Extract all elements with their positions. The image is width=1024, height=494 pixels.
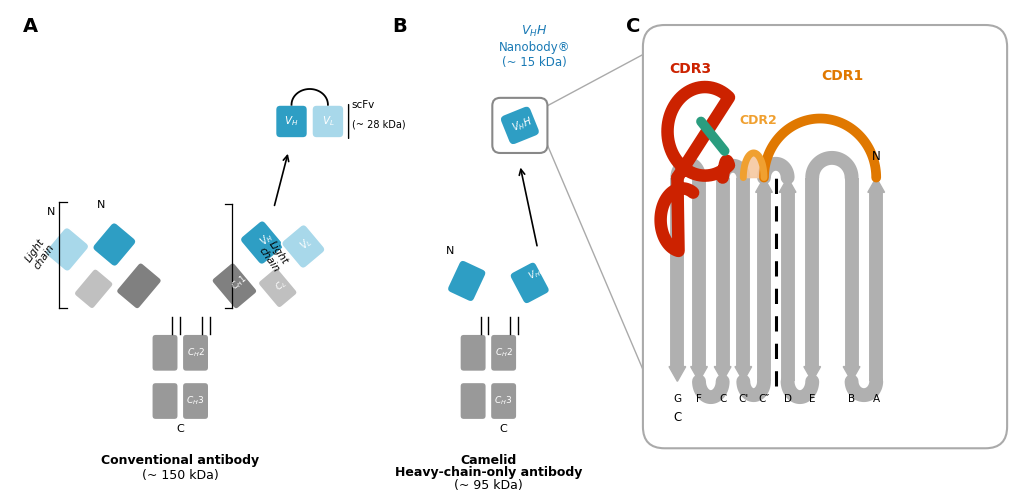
Text: Light
chain: Light chain — [23, 236, 56, 271]
Text: A: A — [872, 394, 880, 404]
Text: Heavy-chain-only antibody: Heavy-chain-only antibody — [394, 466, 582, 479]
Text: F: F — [696, 394, 702, 404]
FancyBboxPatch shape — [275, 105, 308, 138]
Text: (~ 95 kDa): (~ 95 kDa) — [454, 479, 522, 492]
Text: C': C' — [738, 394, 749, 404]
Text: (~ 15 kDa): (~ 15 kDa) — [502, 56, 567, 69]
FancyBboxPatch shape — [258, 268, 297, 308]
Text: $V_HH$: $V_HH$ — [521, 24, 548, 40]
Polygon shape — [735, 367, 752, 381]
FancyBboxPatch shape — [241, 221, 284, 264]
Polygon shape — [843, 367, 860, 381]
Text: $C_H$1: $C_H$1 — [228, 273, 250, 293]
FancyBboxPatch shape — [45, 227, 89, 271]
FancyBboxPatch shape — [510, 262, 550, 304]
FancyBboxPatch shape — [117, 263, 162, 309]
FancyBboxPatch shape — [152, 334, 178, 371]
Polygon shape — [779, 177, 796, 192]
Text: CDR1: CDR1 — [821, 69, 864, 83]
FancyBboxPatch shape — [493, 98, 548, 153]
FancyBboxPatch shape — [447, 260, 486, 302]
Polygon shape — [867, 177, 885, 192]
Text: D: D — [783, 394, 792, 404]
Text: (~ 150 kDa): (~ 150 kDa) — [142, 469, 219, 482]
FancyBboxPatch shape — [460, 382, 486, 420]
Text: N: N — [97, 200, 105, 210]
Text: scFv: scFv — [351, 100, 375, 110]
Text: C: C — [176, 423, 184, 434]
Text: $C_H$2: $C_H$2 — [186, 347, 205, 359]
FancyBboxPatch shape — [311, 105, 344, 138]
Text: C″: C″ — [759, 394, 770, 404]
FancyBboxPatch shape — [74, 269, 114, 309]
Text: N: N — [871, 150, 881, 163]
Text: $C_H$2: $C_H$2 — [495, 347, 513, 359]
Text: C: C — [673, 411, 682, 424]
Text: $C_H$3: $C_H$3 — [495, 395, 513, 407]
Text: $V_H$: $V_H$ — [257, 230, 276, 249]
Text: C: C — [719, 394, 726, 404]
Polygon shape — [743, 153, 764, 177]
Text: N: N — [47, 207, 55, 217]
Polygon shape — [669, 367, 686, 381]
Text: C: C — [500, 423, 508, 434]
Text: N: N — [445, 247, 455, 256]
Polygon shape — [804, 367, 820, 381]
Polygon shape — [690, 367, 708, 381]
Text: CDR2: CDR2 — [739, 114, 777, 127]
FancyBboxPatch shape — [182, 382, 209, 420]
Text: Nanobody®: Nanobody® — [499, 41, 570, 54]
Text: C: C — [627, 17, 641, 36]
Text: Camelid: Camelid — [460, 453, 516, 467]
FancyBboxPatch shape — [212, 263, 257, 309]
FancyBboxPatch shape — [282, 224, 325, 268]
Text: Light
chain: Light chain — [257, 239, 291, 274]
Text: $V_L$: $V_L$ — [297, 234, 315, 253]
FancyBboxPatch shape — [460, 334, 486, 371]
Text: A: A — [23, 17, 38, 36]
Polygon shape — [715, 367, 731, 381]
FancyBboxPatch shape — [643, 25, 1008, 448]
Text: $C_L$: $C_L$ — [273, 278, 290, 294]
FancyBboxPatch shape — [500, 106, 540, 145]
Text: CDR3: CDR3 — [669, 62, 712, 76]
FancyBboxPatch shape — [152, 382, 178, 420]
Text: $V_HH$: $V_HH$ — [509, 114, 535, 135]
Text: $V_L$: $V_L$ — [322, 115, 334, 128]
FancyBboxPatch shape — [490, 382, 517, 420]
Text: Conventional antibody: Conventional antibody — [101, 453, 259, 467]
Text: B: B — [392, 17, 407, 36]
Text: $V_H$: $V_H$ — [285, 115, 299, 128]
Text: $V_HH$: $V_HH$ — [526, 263, 549, 283]
Text: $C_H$3: $C_H$3 — [186, 395, 205, 407]
Text: B: B — [848, 394, 855, 404]
Text: G: G — [674, 394, 681, 404]
Text: E: E — [809, 394, 815, 404]
FancyBboxPatch shape — [490, 334, 517, 371]
FancyBboxPatch shape — [92, 222, 136, 266]
FancyBboxPatch shape — [182, 334, 209, 371]
Polygon shape — [756, 177, 772, 192]
Text: (~ 28 kDa): (~ 28 kDa) — [351, 120, 406, 129]
